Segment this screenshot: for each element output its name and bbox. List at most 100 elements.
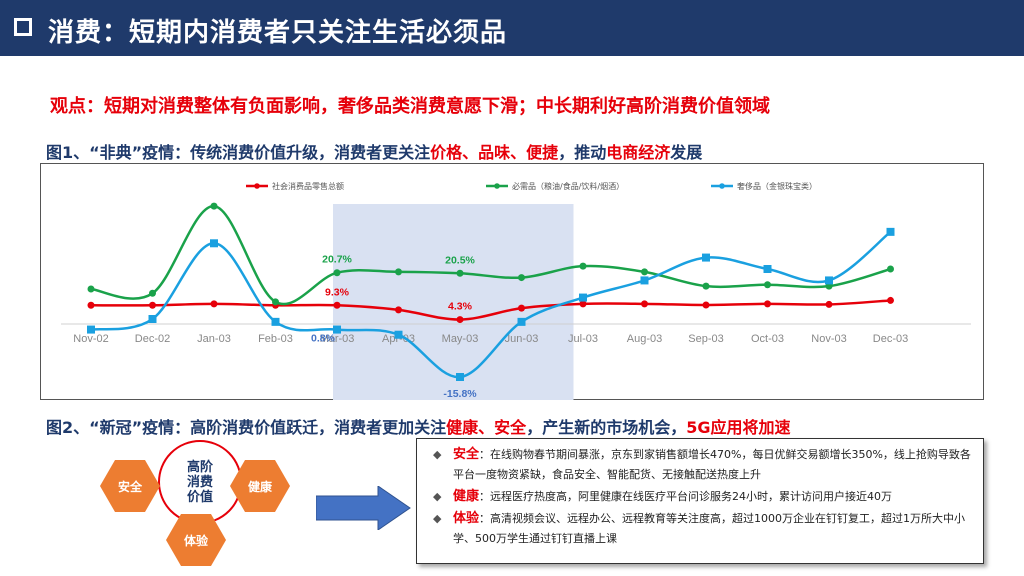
viewpoint-text: 观点：短期对消费整体有负面影响，奢侈品类消费意愿下滑；中长期利好高阶消费价值领域 xyxy=(50,96,770,117)
data-point xyxy=(456,269,464,277)
fig2-caption-middle: ，产生新的市场机会， xyxy=(526,418,687,437)
data-point xyxy=(395,306,402,314)
data-point xyxy=(87,301,95,309)
info-key-experience: 体验 xyxy=(453,511,480,526)
info-text-health: ：远程医疗热度高，阿里健康在线医疗平台问诊服务24小时，累计访问用户接近40万 xyxy=(479,490,893,503)
data-point xyxy=(271,317,280,326)
fig1-caption-suffix: 发展 xyxy=(670,143,703,162)
data-point xyxy=(456,373,464,381)
x-tick-label: Aug-03 xyxy=(627,333,662,345)
legend-marker xyxy=(254,183,260,189)
fig2-highlight-2: 5G应用将加速 xyxy=(686,418,791,437)
fig1-highlight-1: 价格、品味、便捷 xyxy=(430,143,559,162)
diamond-bullet-icon: ◆ xyxy=(433,490,442,503)
info-panel: ◆ 安全：在线购物春节期间暴涨，京东到家销售额增长470%，每日优鲜交易额增长3… xyxy=(416,438,984,564)
hex-safety-label: 安全 xyxy=(117,479,142,494)
data-point xyxy=(640,276,649,285)
data-point xyxy=(886,227,895,236)
data-point xyxy=(333,269,341,277)
fig2-highlight-1: 健康、安全 xyxy=(446,418,527,437)
data-point xyxy=(518,274,525,282)
x-tick-label: Jan-03 xyxy=(197,333,231,345)
x-tick-label: Feb-03 xyxy=(258,333,293,345)
figure1-caption: 图1、“非典”疫情：传统消费价值升级，消费者更关注价格、品味、便捷，推动电商经济… xyxy=(46,139,702,163)
data-point xyxy=(333,301,341,309)
data-point xyxy=(272,298,279,306)
info-item-experience: ◆ 体验：高清视频会议、远程办公、远程教育等关注度高，超过1000万企业在钉钉复… xyxy=(425,509,975,549)
header-bar: 消费：短期内消费者只关注生活必须品 xyxy=(0,0,1024,56)
x-tick-label: Dec-03 xyxy=(873,333,908,345)
data-point xyxy=(825,276,833,285)
fig1-highlight-2: 电商经济 xyxy=(606,143,671,162)
info-text-safety: ：在线购物春节期间暴涨，京东到家销售额增长470%，每日优鲜交易额增长350%，… xyxy=(453,448,971,481)
fig1-caption-prefix: 图1、“非典”疫情：传统消费价值升级，消费者更关注 xyxy=(46,143,431,162)
legend-label: 奢侈品（金银珠宝类） xyxy=(737,181,817,191)
chart-svg: Nov-02 Dec-02 Jan-03 Feb-03 Mar-03 Apr-03 May-… xyxy=(61,181,971,400)
data-point xyxy=(210,239,218,248)
x-tick-label: Oct-03 xyxy=(751,333,784,345)
legend-marker xyxy=(719,183,725,189)
data-point xyxy=(887,296,894,304)
data-point xyxy=(641,300,648,308)
series-line-0 xyxy=(90,299,891,321)
info-item-safety: ◆ 安全：在线购物春节期间暴涨，京东到家销售额增长470%，每日优鲜交易额增长3… xyxy=(425,445,975,485)
diamond-bullet-icon: ◆ xyxy=(433,512,442,525)
data-point xyxy=(518,304,525,312)
x-tick-label: Apr-03 xyxy=(382,333,415,345)
checkbox-square-icon xyxy=(14,18,32,36)
hex-experience-label: 体验 xyxy=(183,533,208,548)
x-tick-label: May-03 xyxy=(442,333,479,345)
data-label: -15.8% xyxy=(443,388,477,400)
fig2-caption-prefix: 图2、“新冠”疫情：高阶消费价值跃迁，消费者更加关注 xyxy=(46,418,447,437)
data-label: 20.5% xyxy=(445,254,475,266)
data-point xyxy=(210,202,218,210)
x-tick-label: Dec-02 xyxy=(135,333,170,345)
data-point xyxy=(395,268,402,276)
data-point xyxy=(702,301,710,309)
diamond-bullet-icon: ◆ xyxy=(433,448,442,461)
data-point xyxy=(764,300,771,308)
info-key-health: 健康 xyxy=(453,489,480,504)
consumption-line-chart: Nov-02 Dec-02 Jan-03 Feb-03 Mar-03 Apr-03 May-… xyxy=(40,163,984,400)
data-point xyxy=(456,316,464,324)
data-point xyxy=(148,315,157,323)
fig1-caption-middle: ，推动 xyxy=(558,143,607,162)
data-point xyxy=(702,253,710,262)
page-title: 消费：短期内消费者只关注生活必须品 xyxy=(48,18,508,48)
x-tick-label: Nov-02 xyxy=(73,333,108,345)
info-key-safety: 安全 xyxy=(453,447,480,462)
data-point xyxy=(333,325,341,334)
data-point xyxy=(517,317,526,326)
legend-label: 社会消费品零售总额 xyxy=(272,181,344,191)
data-point xyxy=(87,285,95,293)
data-point xyxy=(149,289,156,297)
data-point xyxy=(763,265,772,273)
data-point xyxy=(579,300,587,308)
legend-marker xyxy=(494,183,500,189)
x-tick-label: Jul-03 xyxy=(568,333,598,345)
highlight-band xyxy=(333,204,574,400)
legend-label: 必需品（粮油/食品/饮料/烟酒） xyxy=(512,181,624,191)
x-tick-label: Mar-03 xyxy=(320,333,355,345)
data-point xyxy=(87,325,95,334)
right-arrow-icon xyxy=(316,486,411,530)
data-point xyxy=(764,281,771,289)
center-circle: 高阶 消费 价值 xyxy=(158,440,242,524)
data-label: 20.7% xyxy=(322,254,352,266)
hex-safety: 安全 xyxy=(100,460,160,512)
data-label: 4.3% xyxy=(448,301,473,313)
info-item-health: ◆ 健康：远程医疗热度高，阿里健康在线医疗平台问诊服务24小时，累计访问用户接近… xyxy=(425,487,975,507)
x-tick-label: Nov-03 xyxy=(811,333,846,345)
data-label: 0.8% xyxy=(311,333,336,345)
data-point xyxy=(579,293,587,302)
data-point xyxy=(702,282,710,290)
value-diagram: 高阶 消费 价值 安全 健康 体验 xyxy=(96,440,306,570)
data-point xyxy=(825,300,833,308)
data-point xyxy=(210,300,218,308)
data-point xyxy=(887,265,894,273)
data-point xyxy=(149,301,156,309)
x-tick-label: Sep-03 xyxy=(688,333,723,345)
hex-experience: 体验 xyxy=(166,514,226,566)
data-point xyxy=(394,330,403,339)
data-label: 9.3% xyxy=(325,286,350,298)
